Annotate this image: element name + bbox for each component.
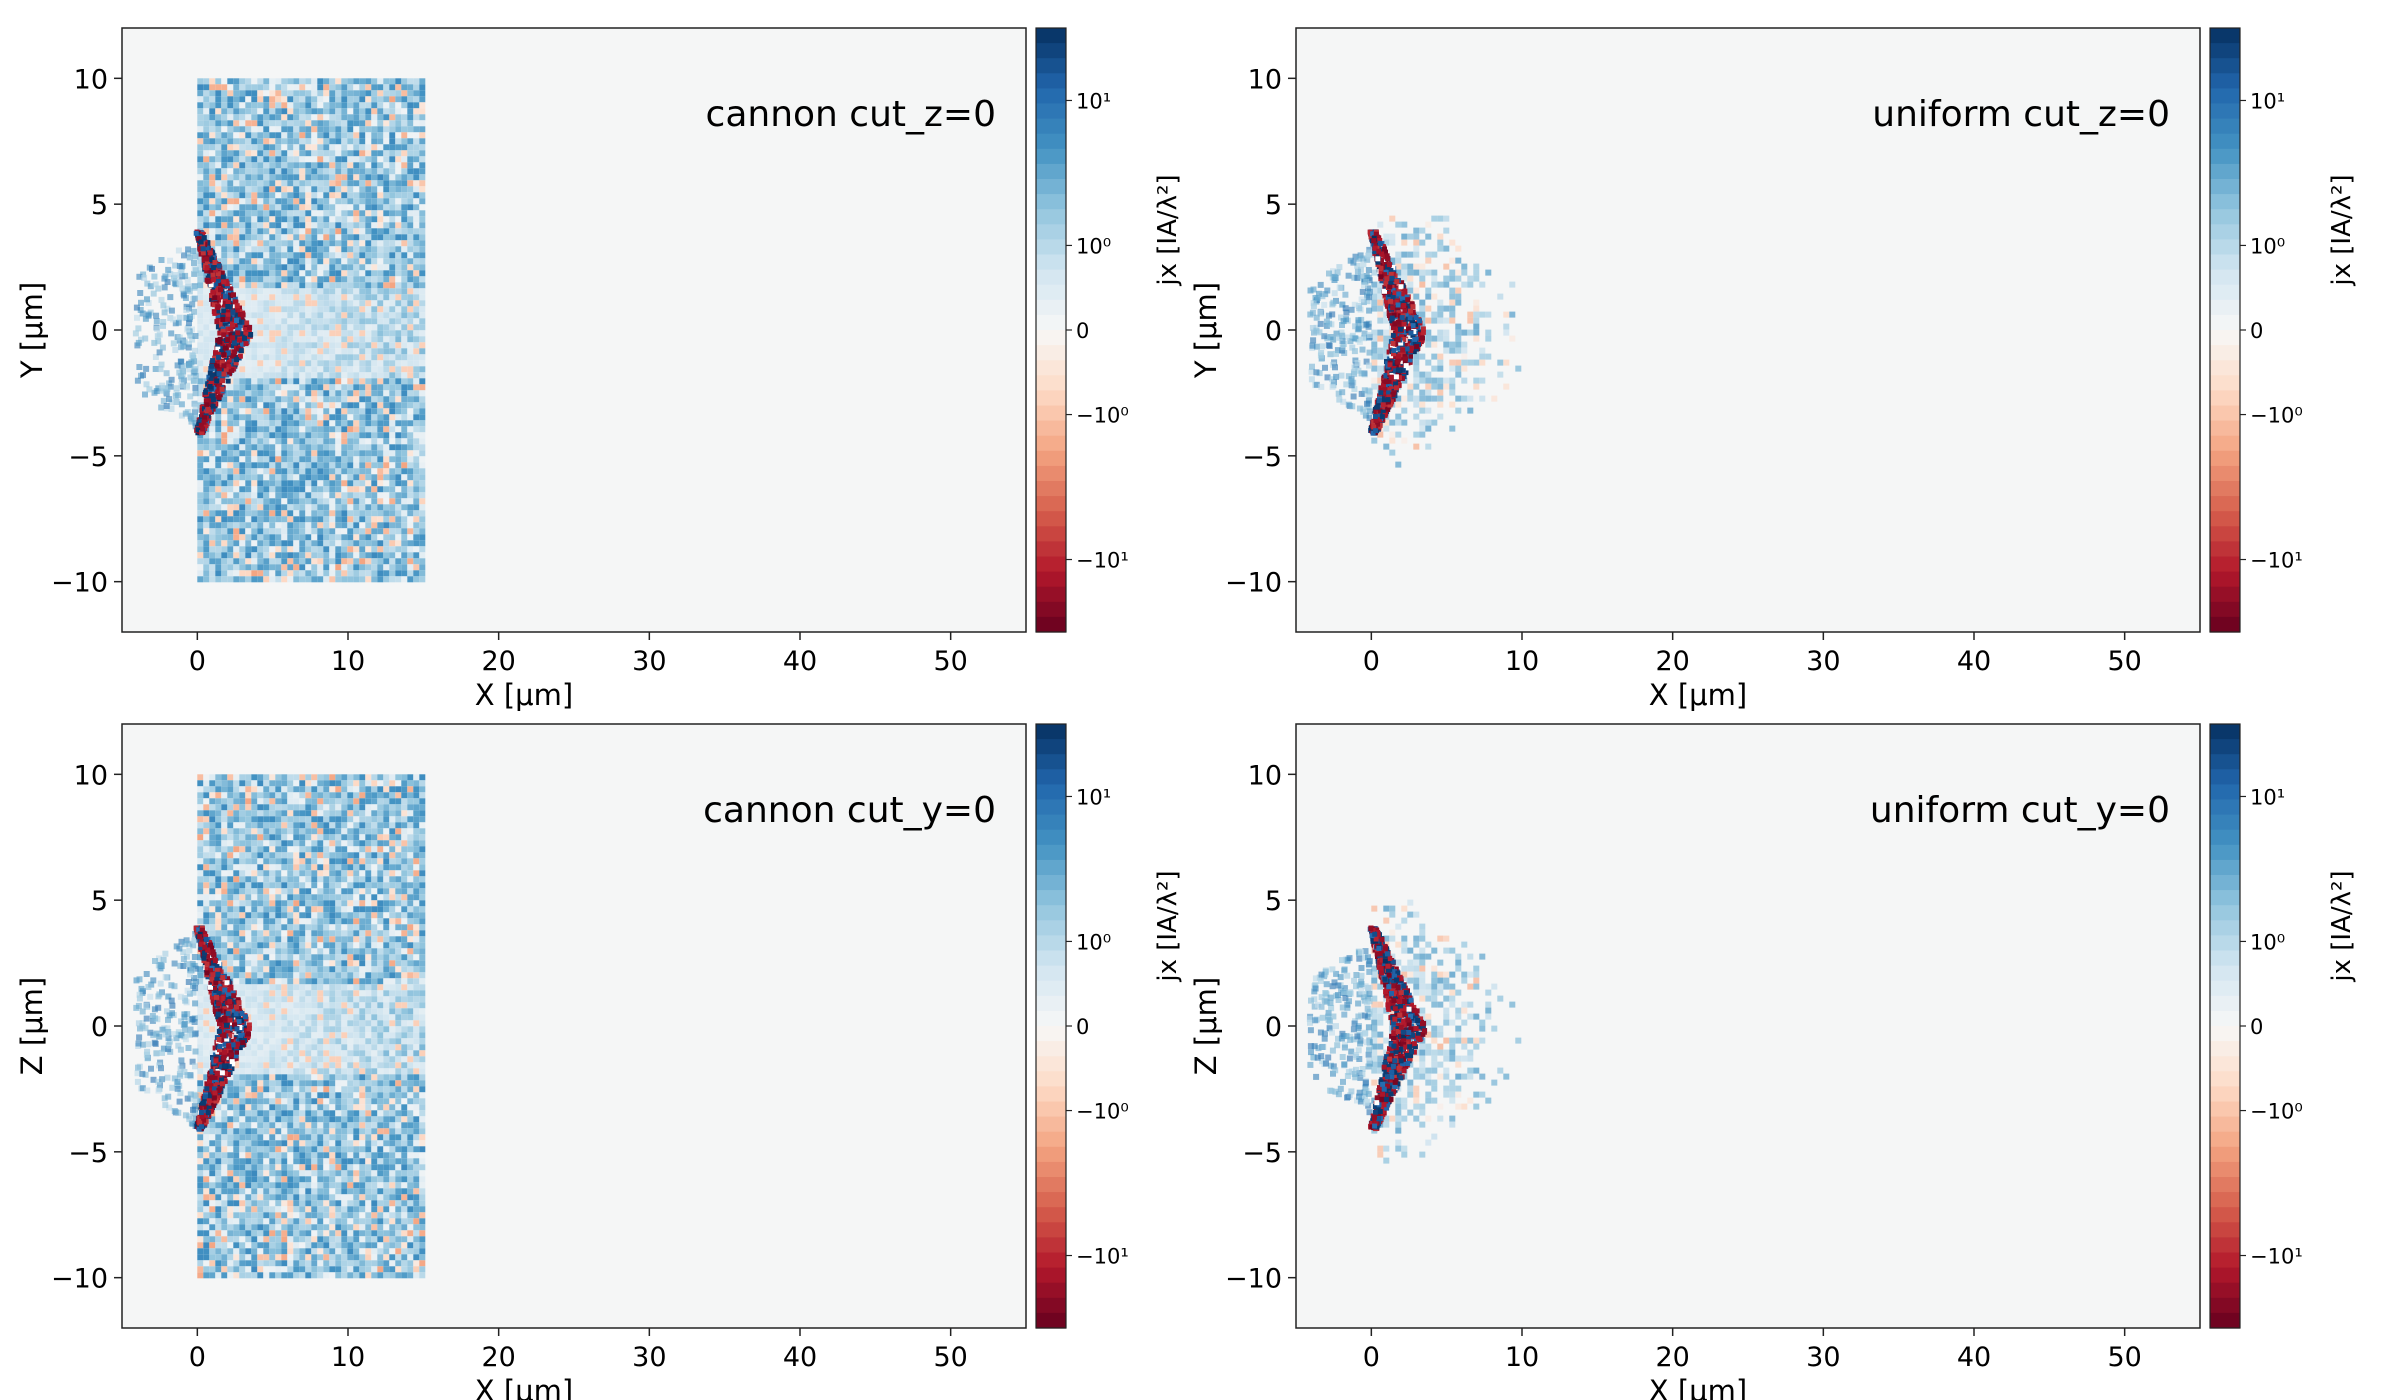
colorbar-tick-label: 10⁰: [2250, 930, 2285, 954]
x-tick-label: 40: [1957, 1342, 1991, 1373]
colorbar-tick-label: 0: [2250, 319, 2263, 343]
y-tick-label: 10: [74, 760, 108, 791]
jx-field: [1306, 899, 1522, 1164]
colorbar-tick-label: −10⁰: [2250, 1100, 2303, 1124]
y-axis-label: Y [μm]: [15, 282, 49, 379]
y-tick-label: 5: [91, 190, 108, 221]
x-tick-label: 30: [1806, 646, 1840, 677]
y-tick-label: −10: [1225, 568, 1282, 599]
colorbar-tick-label: 0: [2250, 1015, 2263, 1039]
y-tick-label: −5: [1242, 1138, 1282, 1169]
y-tick-label: 0: [1265, 1012, 1282, 1043]
colorbar-tick-label: 10⁰: [1076, 930, 1111, 954]
y-axis-label: Y [μm]: [1189, 282, 1223, 379]
y-tick-label: −5: [68, 442, 108, 473]
x-tick-label: 30: [632, 1342, 666, 1373]
y-axis-label: Z [μm]: [15, 977, 49, 1075]
y-tick-label: −5: [1242, 442, 1282, 473]
x-tick-label: 20: [1655, 646, 1689, 677]
x-tick-label: 50: [2107, 1342, 2141, 1373]
x-tick-label: 10: [1505, 646, 1539, 677]
x-tick-label: 40: [1957, 646, 1991, 677]
panel-title: cannon cut_z=0: [706, 94, 996, 135]
colorbar-label: jx [IA/λ²]: [1153, 174, 1183, 286]
panel-3: 0 10 20 30 40 50 −10 −5 0 5 10 X [μm] Z [μm] cannon c…: [15, 723, 1183, 1400]
x-tick-label: 10: [331, 646, 365, 677]
panel-2: 0 10 20 30 40 50 −10 −5 0 5 10 X [μm] Y [μm] uniform …: [1189, 27, 2357, 712]
colorbar-tick-label: −10¹: [2250, 549, 2303, 573]
x-axis-label: X [μm]: [1649, 1374, 1747, 1400]
x-tick-label: 0: [189, 1342, 206, 1373]
y-tick-label: −10: [51, 1264, 108, 1295]
colorbar-tick-label: −10⁰: [1076, 1100, 1129, 1124]
panel-title: uniform cut_z=0: [1872, 94, 2170, 135]
jx-field: [133, 774, 426, 1279]
colorbar-tick-label: 10¹: [1076, 785, 1111, 809]
x-tick-label: 50: [933, 646, 967, 677]
x-tick-label: 10: [331, 1342, 365, 1373]
x-axis-label: X [μm]: [475, 1374, 573, 1400]
colorbar-tick-label: 10¹: [2250, 785, 2285, 809]
colorbar-tick-label: −10⁰: [1076, 404, 1129, 428]
y-tick-label: −10: [1225, 1264, 1282, 1295]
x-axis-label: X [μm]: [475, 678, 573, 712]
colorbar-label: jx [IA/λ²]: [2327, 870, 2357, 982]
x-tick-label: 40: [783, 1342, 817, 1373]
colorbar-tick-label: 0: [1076, 319, 1089, 343]
jx-field: [1307, 215, 1522, 468]
panel-1: 0 10 20 30 40 50 −10 −5 0 5 10 X [μm] Y [μm] cannon c…: [15, 27, 1183, 712]
colorbar-tick-label: −10⁰: [2250, 404, 2303, 428]
colorbar: 10¹ 10⁰ 0 −10⁰ −10¹ jx [IA/λ²]: [2209, 723, 2357, 1329]
y-tick-label: −5: [68, 1138, 108, 1169]
x-tick-label: 0: [1363, 646, 1380, 677]
colorbar-tick-label: 0: [1076, 1015, 1089, 1039]
y-tick-label: −10: [51, 568, 108, 599]
interaction-front: [193, 229, 254, 436]
y-axis-label: Z [μm]: [1189, 977, 1223, 1075]
plot-background: [1296, 724, 2200, 1328]
y-tick-label: 10: [74, 64, 108, 95]
x-tick-label: 20: [481, 646, 515, 677]
colorbar-label: jx [IA/λ²]: [1153, 870, 1183, 982]
y-tick-label: 10: [1248, 64, 1282, 95]
colorbar: 10¹ 10⁰ 0 −10⁰ −10¹ jx [IA/λ²]: [1035, 723, 1183, 1329]
x-tick-label: 30: [632, 646, 666, 677]
y-tick-label: 0: [91, 1012, 108, 1043]
x-tick-label: 40: [783, 646, 817, 677]
colorbar-tick-label: −10¹: [1076, 549, 1129, 573]
colorbar: 10¹ 10⁰ 0 −10⁰ −10¹ jx [IA/λ²]: [2209, 27, 2357, 633]
x-tick-label: 50: [2107, 646, 2141, 677]
y-tick-label: 10: [1248, 760, 1282, 791]
y-tick-label: 5: [1265, 886, 1282, 917]
colorbar: 10¹ 10⁰ 0 −10⁰ −10¹ jx [IA/λ²]: [1035, 27, 1183, 633]
x-tick-label: 10: [1505, 1342, 1539, 1373]
interaction-front: [1367, 925, 1428, 1132]
colorbar-tick-label: 10⁰: [2250, 234, 2285, 258]
y-tick-label: 0: [1265, 316, 1282, 347]
colorbar-tick-label: 10¹: [2250, 89, 2285, 113]
x-tick-label: 0: [1363, 1342, 1380, 1373]
interaction-front: [193, 925, 252, 1132]
x-tick-label: 20: [1655, 1342, 1689, 1373]
y-tick-label: 5: [91, 886, 108, 917]
colorbar-tick-label: −10¹: [2250, 1245, 2303, 1269]
panel-title: uniform cut_y=0: [1870, 790, 2170, 831]
x-tick-label: 0: [189, 646, 206, 677]
x-tick-label: 30: [1806, 1342, 1840, 1373]
panel-4: 0 10 20 30 40 50 −10 −5 0 5 10 X [μm] Z [μm] uniform …: [1189, 723, 2357, 1400]
colorbar-tick-label: 10⁰: [1076, 234, 1111, 258]
x-tick-label: 50: [933, 1342, 967, 1373]
colorbar-tick-label: 10¹: [1076, 89, 1111, 113]
jx-field: [132, 78, 426, 583]
interaction-front: [1367, 229, 1426, 436]
colorbar-tick-label: −10¹: [1076, 1245, 1129, 1269]
x-axis-label: X [μm]: [1649, 678, 1747, 712]
y-tick-label: 0: [91, 316, 108, 347]
x-tick-label: 20: [481, 1342, 515, 1373]
panel-title: cannon cut_y=0: [703, 790, 996, 831]
colorbar-label: jx [IA/λ²]: [2327, 174, 2357, 286]
y-tick-label: 5: [1265, 190, 1282, 221]
